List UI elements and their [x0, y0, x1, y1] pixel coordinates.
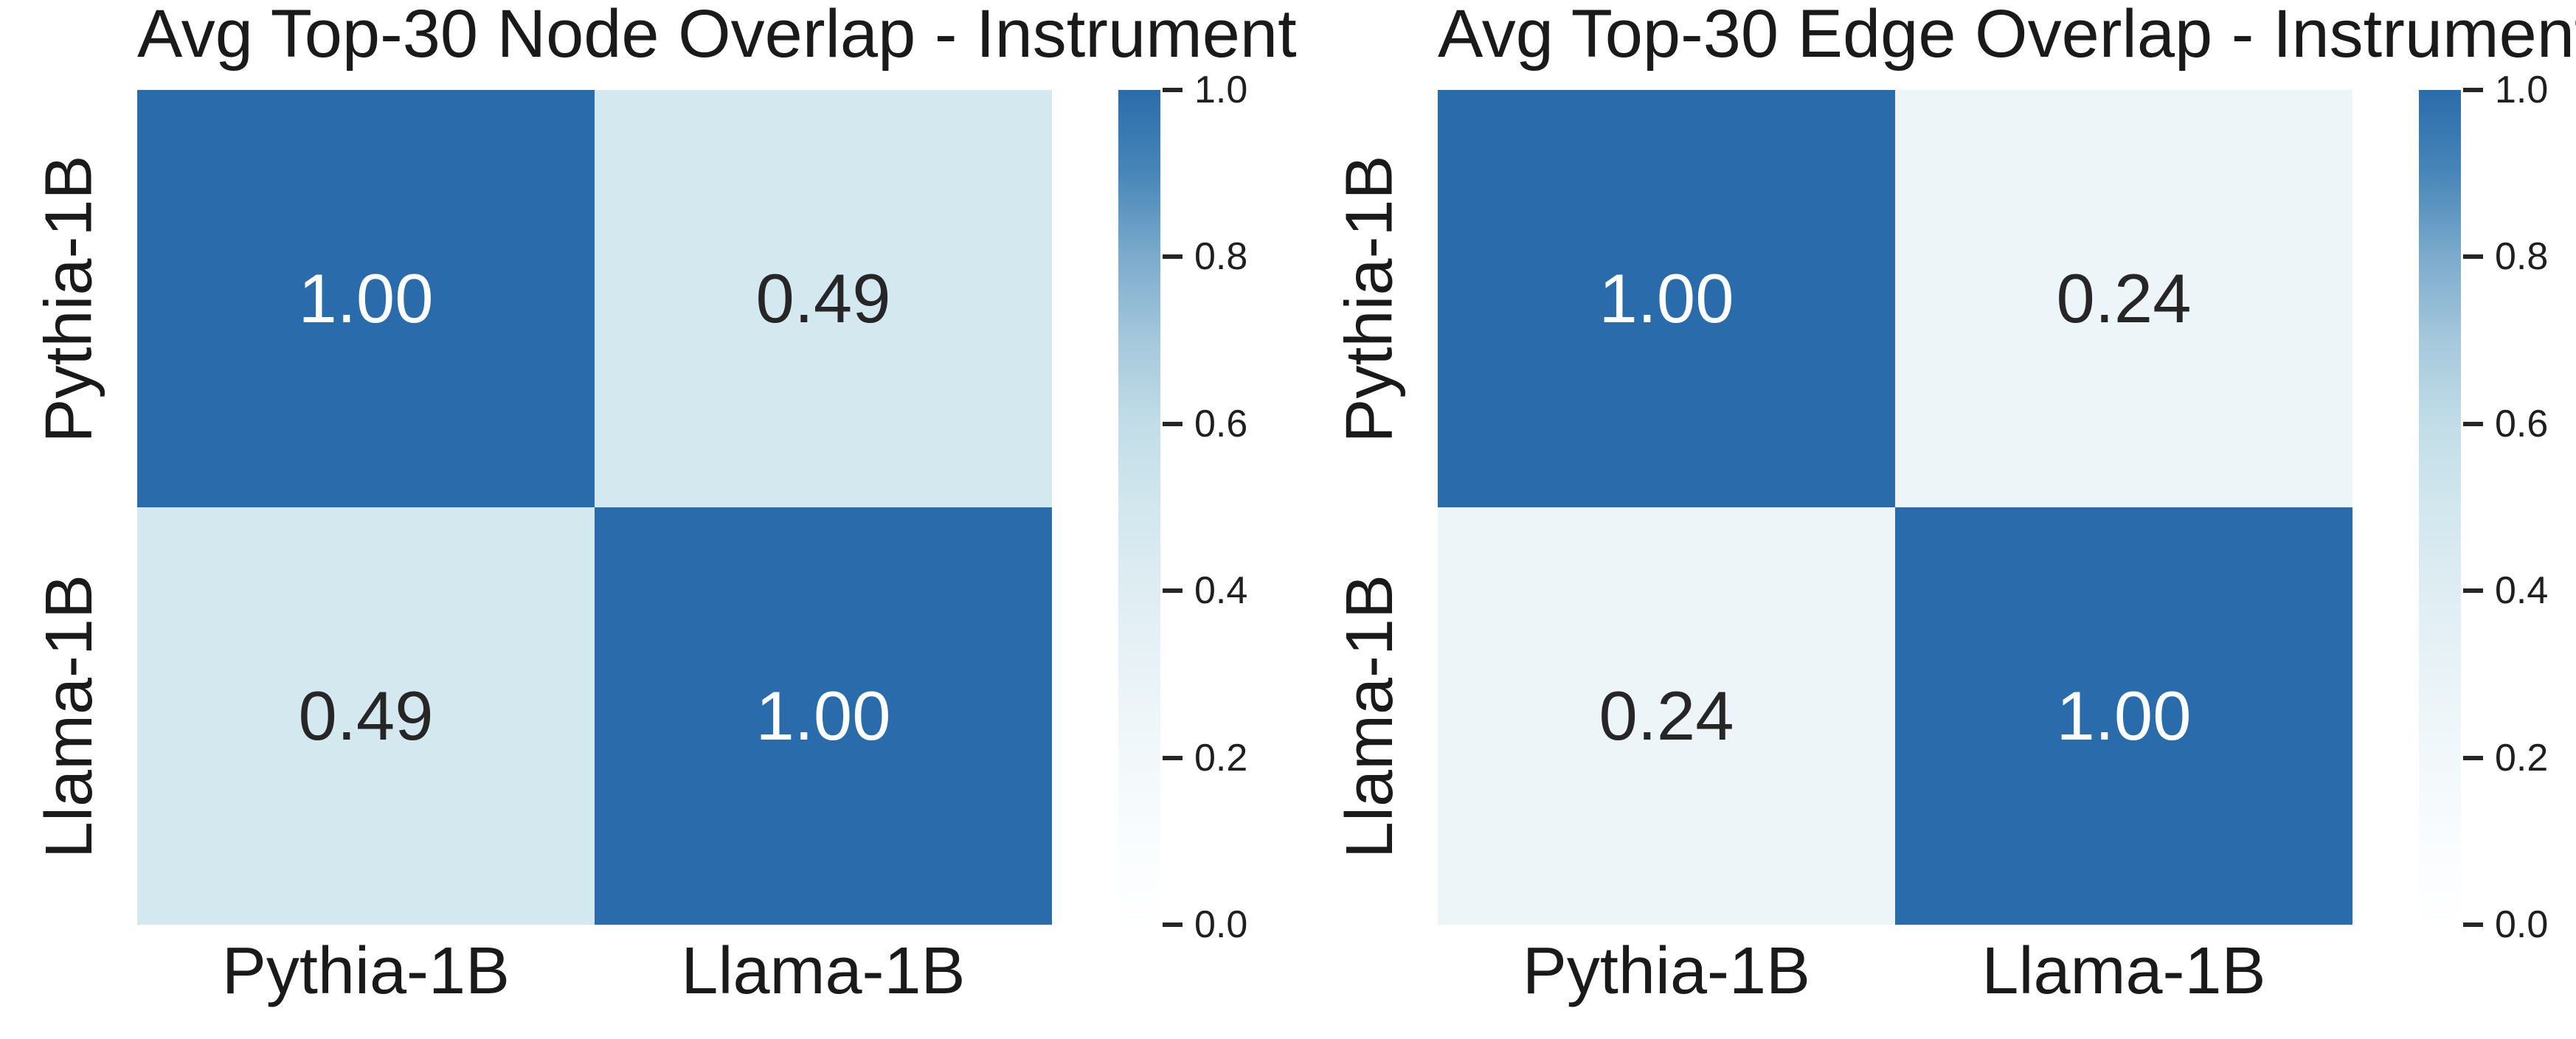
tick-mark	[1163, 588, 1183, 594]
tick-mark	[2463, 88, 2483, 92]
x-axis-label-pythia: Pythia-1B	[221, 934, 510, 1008]
cell-value: 0.24	[2056, 260, 2192, 337]
tick-label: 0.8	[1194, 235, 1248, 279]
x-axis-label-llama: Llama-1B	[1981, 934, 2266, 1008]
tick-mark	[2463, 254, 2483, 260]
tick-mark	[2463, 588, 2483, 594]
colorbar-ticks: 1.0 0.8 0.6 0.4 0.2 0.0	[2463, 69, 2576, 946]
tick-label: 1.0	[1194, 69, 1248, 111]
tick-label: 0.0	[2495, 903, 2549, 946]
cell-value: 1.00	[1599, 260, 1734, 337]
heatmap-grid: 1.00 0.24 0.24 1.00	[1438, 90, 2352, 925]
colorbar-ticks: 1.0 0.8 0.6 0.4 0.2 0.0	[1163, 69, 1288, 946]
tick-label: 0.2	[1194, 736, 1248, 779]
edge-overlap-heatmap-panel: Avg Top-30 Edge Overlap - Instrument Pyt…	[1301, 0, 2576, 1039]
y-axis-label-pythia: Pythia-1B	[1333, 154, 1408, 443]
tick-label: 0.4	[2495, 569, 2549, 613]
heatmap-cell-r1c1: 1.00	[1895, 507, 2352, 925]
page-title: Avg Top-30 Edge Overlap - Instrument	[1438, 0, 2576, 72]
tick-mark	[1163, 254, 1183, 260]
tick-label: 0.6	[2495, 402, 2549, 445]
tick-mark	[2463, 922, 2483, 927]
x-axis-label-pythia: Pythia-1B	[1522, 934, 1811, 1008]
heatmap-cell-r1c0: 0.24	[1438, 507, 1895, 925]
page-title: Avg Top-30 Node Overlap - Instrument	[137, 0, 1297, 72]
tick-mark	[1163, 922, 1183, 927]
tick-label: 1.0	[2495, 69, 2549, 111]
y-axis-tick-row-0: Pythia-1B	[16, 90, 123, 507]
tick-label: 0.6	[1194, 402, 1248, 445]
y-axis-label-llama: Llama-1B	[1333, 574, 1407, 858]
tick-label: 0.2	[2495, 736, 2549, 779]
cell-value: 0.49	[298, 677, 434, 754]
heatmap-cell-r0c0: 1.00	[137, 90, 595, 507]
tick-label: 0.4	[1194, 569, 1248, 613]
heatmap-grid: 1.00 0.49 0.49 1.00	[137, 90, 1052, 925]
tick-mark	[2463, 755, 2483, 760]
cell-value: 0.49	[755, 260, 891, 337]
y-axis-label-pythia: Pythia-1B	[32, 154, 107, 443]
y-axis-label-llama: Llama-1B	[32, 574, 106, 858]
node-overlap-heatmap-panel: Avg Top-30 Node Overlap - Instrument Pyt…	[16, 0, 1297, 1008]
colorbar-gradient	[2419, 90, 2461, 925]
cell-value: 1.00	[298, 260, 434, 337]
y-axis-tick-row-0: Pythia-1B	[1317, 90, 1424, 507]
heatmap-cell-r1c1: 1.00	[595, 507, 1052, 925]
cell-value: 1.00	[2056, 677, 2192, 754]
x-axis-label-llama: Llama-1B	[681, 934, 966, 1008]
tick-label: 0.0	[1194, 903, 1248, 946]
heatmap-cell-r0c0: 1.00	[1438, 90, 1895, 507]
y-axis-tick-row-1: Llama-1B	[1317, 507, 1424, 925]
tick-mark	[2463, 421, 2483, 426]
tick-label: 0.8	[2495, 235, 2549, 279]
heatmap-cell-r0c1: 0.49	[595, 90, 1052, 507]
tick-mark	[1163, 421, 1183, 426]
heatmap-cell-r1c0: 0.49	[137, 507, 595, 925]
cell-value: 0.24	[1599, 677, 1734, 754]
tick-mark	[1163, 88, 1183, 92]
colorbar-gradient	[1118, 90, 1160, 925]
heatmap-cell-r0c1: 0.24	[1895, 90, 2352, 507]
tick-mark	[1163, 755, 1183, 760]
cell-value: 1.00	[755, 677, 891, 754]
y-axis-tick-row-1: Llama-1B	[16, 507, 123, 925]
